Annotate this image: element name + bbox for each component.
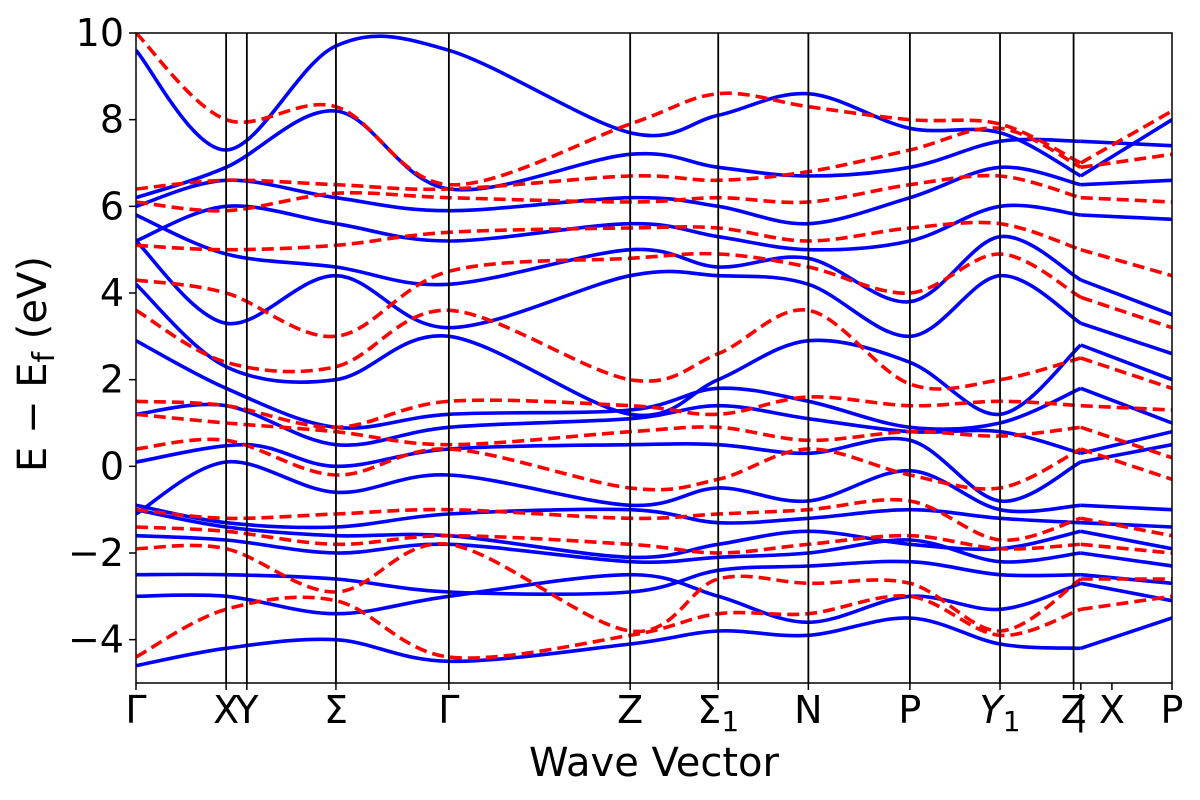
spin-up-band-5 <box>136 507 1082 560</box>
plot-frame <box>135 32 1173 684</box>
spin-up-band-11-b <box>1080 343 1172 382</box>
spin-down-band-10 <box>136 220 1082 252</box>
spin-down-band-11 <box>136 173 1082 213</box>
spin-up-band-9-b <box>1080 429 1172 456</box>
series-spin-down <box>136 33 1172 660</box>
spin-up-band-3 <box>136 559 1081 597</box>
spin-up-band-6-b <box>1080 520 1172 529</box>
x-tick-label: Y <box>234 688 259 732</box>
spin-down-band-12-b <box>1080 152 1172 170</box>
spin-down-band-8-b <box>1080 356 1172 391</box>
spin-up-band-16 <box>136 109 1081 200</box>
x-tick-label: Σ1 <box>697 688 739 738</box>
y-tick-label: 10 <box>76 11 124 55</box>
spin-up-band-2-b <box>1080 581 1172 603</box>
spin-down-band-12 <box>136 126 1082 192</box>
spin-down-band-3 <box>136 525 1081 555</box>
spin-up-band-15 <box>136 165 1082 226</box>
spin-up-band-14 <box>136 203 1082 252</box>
y-axis-title: E − Ef (eV) <box>10 256 62 472</box>
y-tick-label: −4 <box>68 618 124 662</box>
x-tick-label: Σ <box>324 688 348 732</box>
x-axis-ticks: Γ XY Σ Γ Z Σ1 N P Y1 Z| X P <box>125 683 1183 738</box>
spin-down-band-3-b <box>1080 542 1172 555</box>
x-tick-label: Γ <box>125 688 146 732</box>
spin-down-band-10-b <box>1080 247 1172 278</box>
spin-down-band-5-b <box>1080 447 1172 482</box>
y-tick-label: 6 <box>100 184 124 228</box>
spin-up-band-7 <box>136 460 1081 516</box>
bands-layer <box>136 33 1172 668</box>
spin-down-band-13-b <box>1079 109 1172 165</box>
x-tick-label: X <box>213 688 239 732</box>
x-tick-label: P <box>1161 688 1184 732</box>
y-tick-label: 8 <box>100 98 124 142</box>
spin-down-band-1 <box>136 594 1082 660</box>
spin-up-band-10 <box>136 339 1082 432</box>
spin-up-band-1 <box>136 616 1081 668</box>
y-tick-label: 4 <box>100 271 124 315</box>
spin-up-band-2 <box>136 572 1082 625</box>
x-tick-label: Y1 <box>980 688 1021 738</box>
x-tick-label: Z <box>617 688 643 732</box>
spin-down-band-2 <box>136 542 1082 634</box>
high-symmetry-lines <box>225 33 1075 683</box>
spin-up-band-14-b <box>1080 213 1172 222</box>
spin-up-band-10-b <box>1080 386 1172 425</box>
spin-up-band-17 <box>136 34 1082 178</box>
spin-up-band-8 <box>136 436 1082 503</box>
spin-down-band-7 <box>136 395 1081 430</box>
spin-up-band-15-b <box>1080 178 1172 187</box>
spin-up-band-5-b <box>1080 529 1172 551</box>
y-tick-label: 0 <box>100 444 124 488</box>
x-tick-label: | <box>1074 688 1087 733</box>
spin-down-band-11-b <box>1080 195 1172 204</box>
spin-down-band-7-b <box>1080 403 1172 412</box>
x-tick-label: N <box>794 688 822 732</box>
x-tick-label: Γ <box>438 688 459 732</box>
spin-up-band-7-b <box>1080 503 1172 512</box>
y-tick-label: −2 <box>68 531 124 575</box>
x-tick-label: P <box>898 688 921 732</box>
spin-up-band-12-b <box>1080 321 1172 356</box>
y-axis-ticks: −4 −2 0 2 4 6 8 10 <box>68 11 136 662</box>
spin-down-band-9 <box>136 251 1082 339</box>
spin-up-band-12 <box>136 239 1082 339</box>
y-tick-label: 2 <box>100 358 124 402</box>
spin-up-band-8-b <box>1080 442 1172 464</box>
spin-down-band-6 <box>136 412 1082 447</box>
spin-down-band-13 <box>136 33 1082 187</box>
spin-up-band-13-b <box>1080 278 1172 317</box>
x-axis-title: Wave Vector <box>529 740 780 786</box>
spin-up-band-4 <box>136 533 1082 564</box>
x-tick-label: Z <box>1061 688 1087 732</box>
spin-up-band-4-b <box>1080 551 1172 568</box>
spin-up-band-6 <box>136 503 1081 530</box>
spin-down-band-1-b <box>1080 594 1172 612</box>
spin-down-band-6-b <box>1080 425 1172 460</box>
spin-up-band-17-b <box>1079 118 1172 178</box>
spin-down-band-4 <box>136 497 1082 542</box>
spin-down-band-4-b <box>1080 516 1172 538</box>
spin-up-band-1-b <box>1080 616 1172 651</box>
spin-up-band-16-b <box>1080 139 1172 148</box>
spin-down-band-9-b <box>1080 295 1172 330</box>
spin-down-band-8 <box>136 308 1082 391</box>
spin-down-band-5 <box>136 437 1082 492</box>
x-tick-label: X <box>1099 688 1125 732</box>
